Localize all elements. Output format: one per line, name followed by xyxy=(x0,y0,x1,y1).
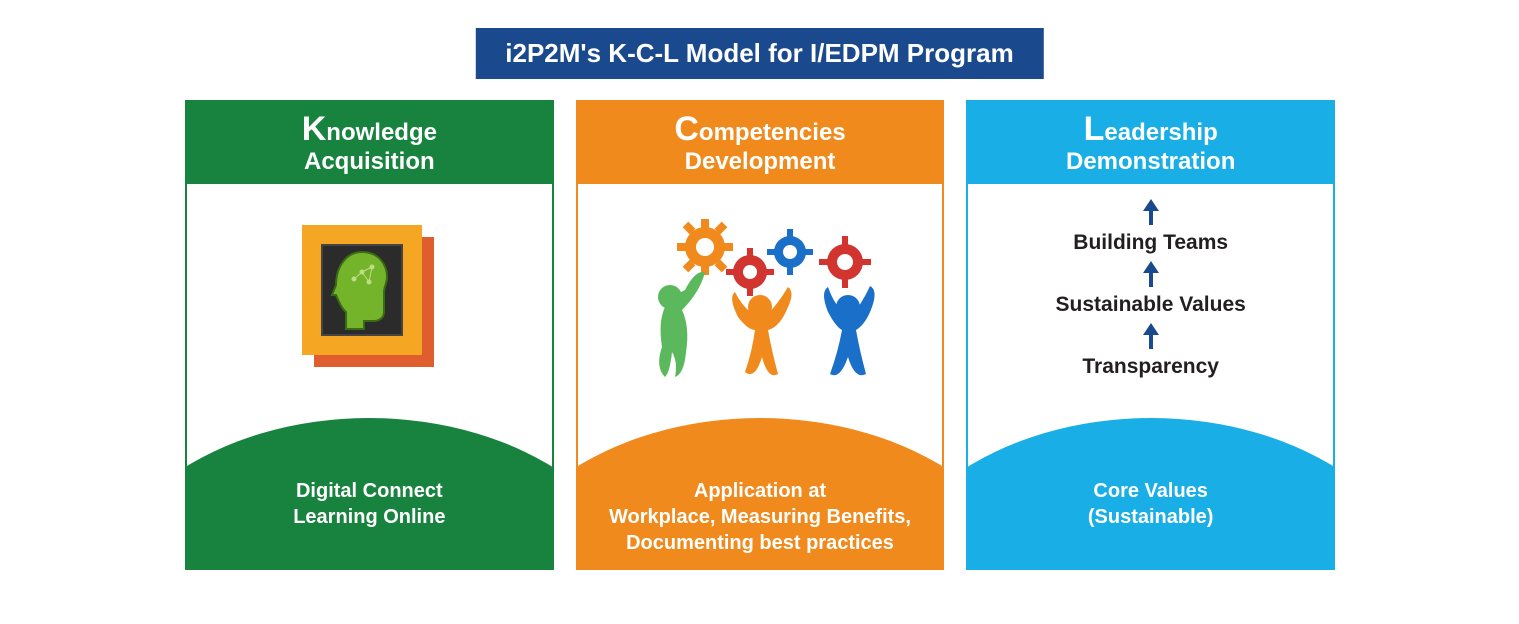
pillar-leadership-rest: eadership xyxy=(1104,119,1217,146)
head-icon xyxy=(284,217,454,387)
arrow-up-icon xyxy=(1141,321,1161,351)
pillar-leadership-base-text: Core Values(Sustainable) xyxy=(991,478,1311,530)
page-title: i2P2M's K-C-L Model for I/EDPM Program xyxy=(475,28,1043,79)
pillar-leadership: Leadership Demonstration Building Teams … xyxy=(966,100,1335,570)
pillar-leadership-bigletter: L xyxy=(1084,110,1105,148)
arrow-up-icon xyxy=(1141,259,1161,289)
gears-people-icon xyxy=(610,212,910,392)
knowledge-illustration xyxy=(187,202,552,402)
pillar-knowledge-title-line1: Knowledge xyxy=(187,111,552,148)
pillar-knowledge-base-text: Digital ConnectLearning Online xyxy=(209,478,529,530)
pillar-knowledge-title-line2: Acquisition xyxy=(187,149,552,175)
pillar-competencies-header: Competencies Development xyxy=(578,102,943,184)
pillar-competencies: Competencies Development xyxy=(576,100,945,570)
pillar-knowledge-header: Knowledge Acquisition xyxy=(187,102,552,184)
pillar-knowledge-bigletter: K xyxy=(302,110,327,148)
pillars-row: Knowledge Acquisition Digital ConnectL xyxy=(185,100,1335,570)
leadership-item-1: Sustainable Values xyxy=(1056,293,1246,317)
pillar-competencies-base-text: Application atWorkplace, Measuring Benef… xyxy=(600,478,920,556)
leadership-item-2: Transparency xyxy=(1082,355,1219,379)
pillar-leadership-base: Core Values(Sustainable) xyxy=(966,418,1335,570)
pillar-competencies-title-line1: Competencies xyxy=(578,111,943,148)
pillar-competencies-base: Application atWorkplace, Measuring Benef… xyxy=(576,418,945,570)
pillar-leadership-title-line2: Demonstration xyxy=(968,149,1333,175)
pillar-competencies-rest: ompetencies xyxy=(699,119,846,146)
pillar-competencies-bigletter: C xyxy=(674,110,699,148)
arrow-up-icon xyxy=(1141,197,1161,227)
page-title-text: i2P2M's K-C-L Model for I/EDPM Program xyxy=(505,38,1013,68)
pillar-knowledge: Knowledge Acquisition Digital ConnectL xyxy=(185,100,554,570)
pillar-leadership-header: Leadership Demonstration xyxy=(968,102,1333,184)
pillar-knowledge-rest: nowledge xyxy=(326,119,437,146)
leadership-list: Building Teams Sustainable Values Transp… xyxy=(968,197,1333,379)
pillar-knowledge-base: Digital ConnectLearning Online xyxy=(185,418,554,570)
pillar-competencies-title-line2: Development xyxy=(578,149,943,175)
pillar-leadership-title-line1: Leadership xyxy=(968,111,1333,148)
competencies-illustration xyxy=(578,202,943,402)
leadership-item-0: Building Teams xyxy=(1073,231,1228,255)
